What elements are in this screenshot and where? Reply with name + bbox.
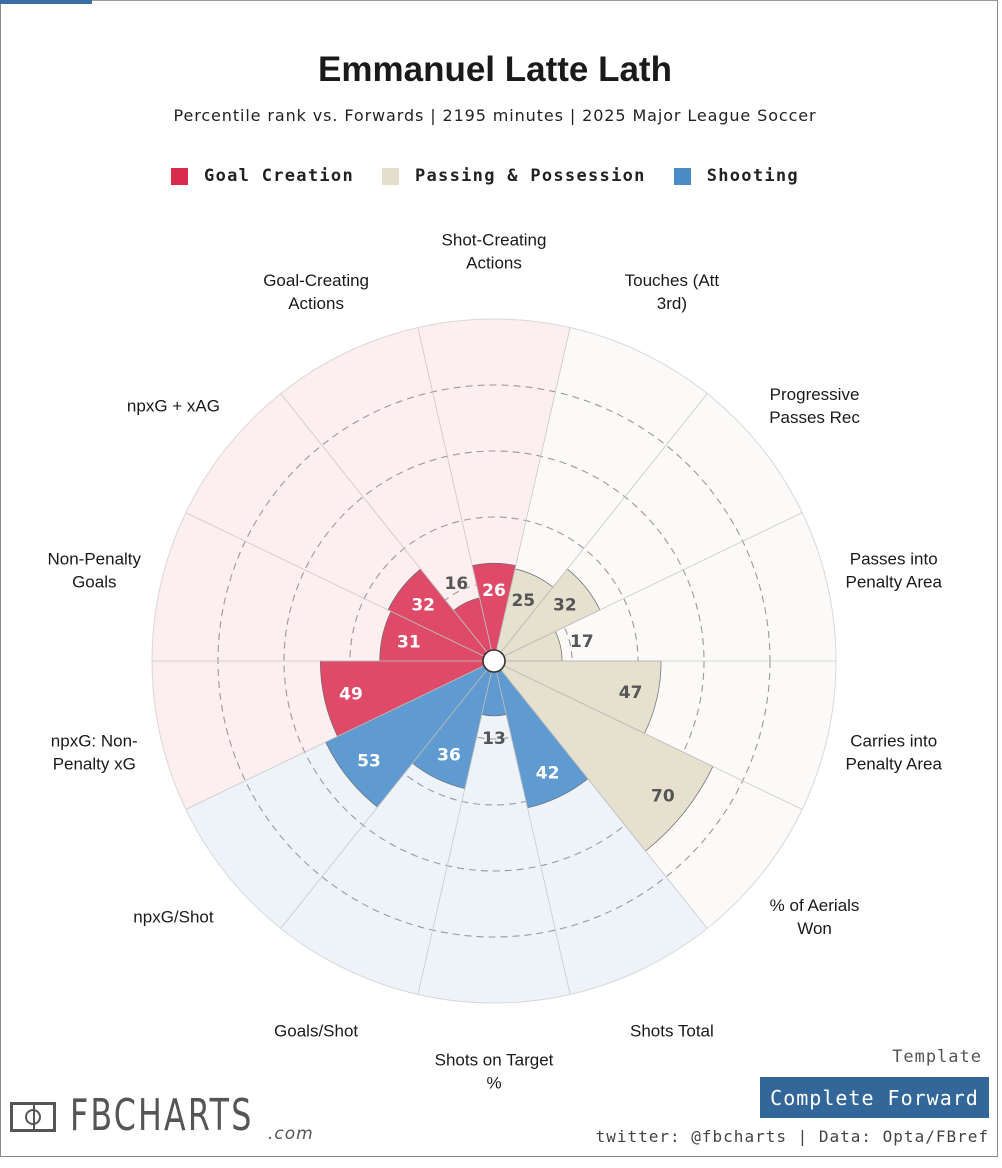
legend-item-shooting: Shooting (673, 166, 799, 186)
value-label-npxg-non-penalty-xg: 49 (339, 685, 363, 705)
value-label-shots-on-target: 13 (482, 729, 506, 749)
spoke-0 (417, 327, 495, 662)
legend: Goal Creation Passing & Possession Shoot… (0, 166, 970, 186)
legend-label-passing-possession: Passing & Possession (414, 166, 646, 186)
legend-swatch-passing-possession (381, 167, 399, 185)
legend-item-goal-creation: Goal Creation (171, 166, 354, 186)
value-label-shot-creating-actions: 26 (482, 581, 506, 601)
category-label-shots-on-target: Shots on Target% (435, 1051, 554, 1093)
chart-title: Emmanuel Latte Lath (318, 50, 672, 89)
legend-label-goal-creation: Goal Creation (204, 166, 354, 186)
background-wedge-goal-creating-actions (280, 327, 494, 661)
bar-of-aerials-won (493, 660, 714, 852)
legend-swatch-shooting (673, 167, 691, 185)
category-label-non-penalty-goals: Non-Penalty Goals (47, 549, 141, 591)
category-label-progressive-passes-rec: Progressive Passes Rec (769, 385, 860, 427)
credits: twitter: @fbcharts | Data: Opta/FBref (595, 1127, 989, 1146)
spoke-6 (493, 660, 708, 929)
spoke-8 (417, 660, 495, 995)
category-label-of-aerials-won: % of Aerials Won (770, 896, 860, 938)
logo-suffix: .com (268, 1124, 314, 1144)
category-label-shot-creating-actions: Shot-Creating Actions (442, 231, 547, 273)
fbcharts-logo: FBCHARTS .com (10, 1090, 325, 1144)
spoke-13 (280, 393, 495, 662)
template-label: Template (892, 1047, 982, 1067)
value-label-goals-shot: 36 (437, 746, 461, 766)
category-label-touches-att-3rd: Touches (Att 3rd) (625, 271, 720, 313)
category-label-shots-total: Shots Total (630, 1021, 714, 1040)
background-wedge-touches-att-3rd (494, 327, 708, 661)
legend-item-passing-possession: Passing & Possession (381, 166, 646, 186)
legend-label-shooting: Shooting (706, 166, 799, 186)
category-label-npxg-shot: npxG/Shot (133, 908, 214, 927)
top-accent-bar (0, 0, 92, 4)
outer-ring (151, 318, 837, 1004)
background-wedge-shots-on-target (417, 661, 571, 1004)
spoke-12 (185, 512, 495, 662)
value-label-npxg-shot: 53 (357, 752, 381, 772)
value-label-shots-total: 42 (536, 763, 560, 783)
value-label-of-aerials-won: 70 (651, 787, 675, 807)
value-label-goal-creating-actions: 16 (445, 574, 469, 594)
value-label-touches-att-3rd: 25 (511, 591, 535, 611)
center-hole (482, 649, 506, 673)
spoke-5 (493, 660, 803, 810)
chart-subtitle: Percentile rank vs. Forwards | 2195 minu… (173, 106, 817, 125)
spoke-7 (493, 660, 571, 995)
spoke-10 (185, 660, 495, 810)
template-name-badge: Complete Forward (760, 1077, 989, 1118)
spoke-3 (493, 512, 803, 662)
value-label-carries-into-penalty-area: 47 (619, 683, 643, 703)
value-label-npxg-xag: 32 (411, 596, 435, 616)
pitch-icon (10, 1102, 56, 1132)
background-wedge-passes-into-penalty-area (494, 512, 837, 661)
category-label-passes-into-penalty-area: Passes into Penalty Area (846, 549, 943, 591)
spoke-2 (493, 393, 708, 662)
value-label-non-penalty-goals: 31 (397, 633, 421, 653)
category-label-npxg-non-penalty-xg: npxG: Non-Penalty xG (51, 732, 138, 774)
spoke-1 (493, 327, 571, 662)
category-label-goals-shot: Goals/Shot (274, 1021, 358, 1040)
legend-swatch-goal-creation (171, 167, 189, 185)
logo-text: FBCHARTS (70, 1090, 254, 1141)
category-label-npxg-xag: npxG + xAG (127, 396, 220, 415)
spoke-9 (280, 660, 495, 929)
category-label-carries-into-penalty-area: Carries into Penalty Area (846, 732, 943, 774)
value-label-passes-into-penalty-area: 17 (570, 632, 594, 652)
category-label-goal-creating-actions: Goal-Creating Actions (263, 271, 369, 313)
value-label-progressive-passes-rec: 32 (553, 596, 577, 616)
background-wedge-shot-creating-actions (417, 318, 571, 661)
